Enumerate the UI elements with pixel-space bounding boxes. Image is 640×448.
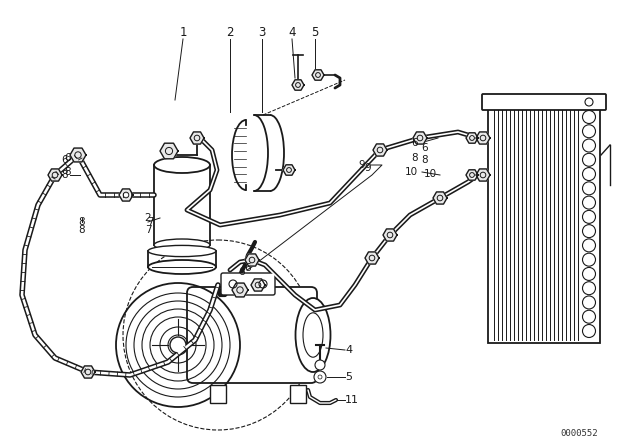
Circle shape [582, 282, 595, 295]
Circle shape [582, 111, 595, 124]
Text: 8: 8 [422, 155, 428, 165]
FancyBboxPatch shape [482, 94, 606, 110]
Ellipse shape [154, 157, 210, 173]
Circle shape [315, 360, 325, 370]
Polygon shape [373, 144, 387, 156]
Polygon shape [466, 133, 478, 143]
Circle shape [582, 125, 595, 138]
Ellipse shape [148, 246, 216, 257]
Circle shape [582, 310, 595, 323]
Text: 0000552: 0000552 [561, 429, 598, 438]
Polygon shape [383, 229, 397, 241]
Text: 6: 6 [244, 263, 252, 273]
Polygon shape [119, 189, 133, 201]
Text: 2: 2 [227, 26, 234, 39]
Text: 10: 10 [405, 167, 418, 177]
Circle shape [582, 196, 595, 209]
Polygon shape [476, 132, 490, 144]
Polygon shape [365, 252, 379, 264]
Text: 7: 7 [147, 217, 154, 227]
Circle shape [582, 224, 595, 237]
Text: 11: 11 [345, 395, 359, 405]
Circle shape [582, 296, 595, 309]
Polygon shape [190, 132, 204, 144]
Circle shape [314, 371, 326, 383]
Circle shape [582, 139, 595, 152]
Polygon shape [245, 254, 259, 266]
Bar [210, 385, 226, 403]
Ellipse shape [296, 298, 330, 372]
Text: 8: 8 [65, 167, 71, 177]
Bar [290, 385, 306, 403]
Polygon shape [312, 70, 324, 80]
Circle shape [582, 168, 595, 181]
Text: 6: 6 [65, 153, 71, 163]
Circle shape [582, 182, 595, 195]
Polygon shape [283, 165, 295, 175]
Bar [488, 105, 600, 343]
Text: 4: 4 [345, 345, 352, 355]
Circle shape [585, 98, 593, 106]
Polygon shape [81, 366, 95, 378]
Circle shape [582, 153, 595, 166]
Text: 8: 8 [412, 153, 418, 163]
Circle shape [582, 267, 595, 280]
Text: 8: 8 [61, 170, 68, 180]
FancyBboxPatch shape [221, 273, 275, 295]
Text: 2: 2 [145, 213, 151, 223]
Text: 6: 6 [422, 143, 428, 153]
Text: 9: 9 [358, 160, 365, 170]
Text: 9: 9 [365, 163, 371, 173]
Circle shape [170, 337, 186, 353]
Text: 5: 5 [311, 26, 319, 39]
Circle shape [582, 239, 595, 252]
Polygon shape [433, 192, 447, 204]
Polygon shape [413, 132, 427, 144]
Text: 5: 5 [345, 372, 352, 382]
Ellipse shape [148, 260, 216, 274]
Ellipse shape [154, 239, 210, 251]
Text: 8: 8 [79, 225, 85, 235]
Circle shape [259, 280, 267, 288]
Circle shape [318, 375, 322, 379]
Text: 6: 6 [412, 138, 418, 148]
Polygon shape [292, 80, 304, 90]
Text: 7: 7 [145, 225, 151, 235]
Circle shape [582, 211, 595, 224]
Polygon shape [251, 279, 265, 291]
Text: 6: 6 [238, 267, 245, 277]
Polygon shape [466, 170, 478, 180]
Circle shape [229, 280, 237, 288]
Text: 10: 10 [424, 169, 436, 179]
Circle shape [582, 253, 595, 266]
Polygon shape [232, 283, 248, 297]
Circle shape [582, 324, 595, 337]
Text: 6: 6 [61, 155, 68, 165]
Text: 8: 8 [79, 217, 85, 227]
Text: 3: 3 [259, 26, 266, 39]
Text: 1: 1 [179, 26, 187, 39]
Polygon shape [48, 169, 62, 181]
Polygon shape [70, 148, 86, 162]
Polygon shape [160, 143, 178, 159]
Polygon shape [476, 169, 490, 181]
FancyBboxPatch shape [187, 287, 317, 383]
Text: 4: 4 [288, 26, 296, 39]
